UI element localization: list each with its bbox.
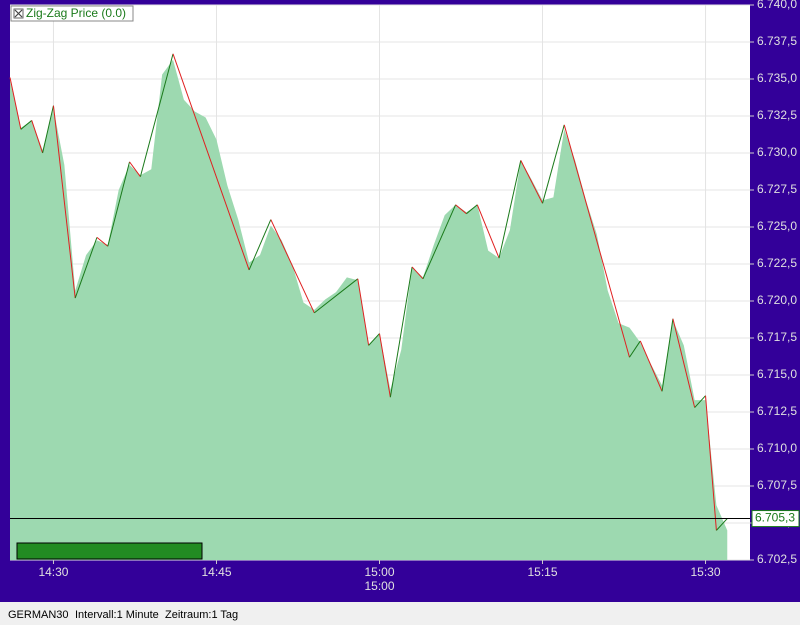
- x-tick-sublabel: 15:00: [364, 579, 394, 593]
- zigzag-segment: [74, 237, 98, 299]
- zigzag-segment: [542, 124, 565, 204]
- status-bar: [0, 602, 800, 625]
- y-tick-label: 6.712,5: [757, 404, 797, 418]
- zigzag-segment: [476, 204, 500, 259]
- y-tick-label: 6.707,5: [757, 478, 797, 492]
- zigzag-segment: [357, 278, 370, 346]
- price-area: [10, 59, 728, 560]
- x-tick-label: 15:15: [527, 565, 557, 579]
- zigzag-segment: [129, 161, 141, 177]
- zigzag-segment: [694, 395, 706, 408]
- zigzag-segment: [42, 105, 54, 154]
- zigzag-segment: [498, 160, 522, 259]
- zigzag-segment: [661, 318, 674, 392]
- zigzag-segment: [270, 219, 315, 314]
- y-tick-label: 6.702,5: [757, 552, 797, 566]
- zigzag-segment: [705, 395, 717, 531]
- legend-box: [10, 5, 134, 22]
- zigzag-segment: [379, 333, 391, 398]
- y-tick-label: 6.710,0: [757, 441, 797, 455]
- y-tick-label: 6.722,5: [757, 256, 797, 270]
- y-tick-label: 6.732,5: [757, 108, 797, 122]
- y-tick-label: 6.720,0: [757, 293, 797, 307]
- plot: [9, 4, 750, 561]
- zigzag-segment: [716, 518, 728, 531]
- footer-symbol: GERMAN30: [8, 609, 69, 621]
- y-tick-label: 6.735,0: [757, 71, 797, 85]
- y-tick-label: 6.740,0: [757, 0, 797, 11]
- y-tick-label: 6.727,5: [757, 182, 797, 196]
- zigzag-segment: [139, 53, 174, 177]
- footer-range: Zeitraum:1 Tag: [165, 609, 238, 621]
- footer-interval: Intervall:1 Minute: [75, 609, 159, 621]
- zigzag-segment: [9, 77, 22, 130]
- zigzag-segment: [672, 318, 696, 408]
- legend-text: Zig-Zag Price (0.0): [26, 6, 126, 20]
- zigzag-segment: [422, 204, 457, 280]
- zigzag-segment: [563, 124, 630, 358]
- last-price-label: 6.705,3: [755, 511, 795, 525]
- x-tick-label: 15:00: [364, 565, 394, 579]
- zigzag-segment: [20, 120, 33, 130]
- zigzag-segment: [389, 266, 413, 398]
- zigzag-segment: [313, 278, 359, 314]
- zigzag-segment: [107, 161, 131, 247]
- zigzag-segment: [466, 204, 478, 215]
- legend-check: [14, 9, 23, 18]
- y-tick-label: 6.715,0: [757, 367, 797, 381]
- x-tick-label: 14:45: [201, 565, 231, 579]
- x-tick-label: 14:30: [38, 565, 68, 579]
- zigzag-segment: [520, 160, 543, 204]
- zigzag-segment: [248, 219, 272, 271]
- zigzag-segment: [639, 340, 663, 392]
- zigzag-segment: [629, 340, 641, 358]
- zigzag-segment: [172, 53, 250, 271]
- y-tick-label: 6.737,5: [757, 34, 797, 48]
- zigzag-segment: [52, 105, 76, 299]
- zigzag-segment: [411, 266, 424, 280]
- last-price-box: [751, 510, 800, 528]
- y-tick-label: 6.730,0: [757, 145, 797, 159]
- zigzag-segment: [368, 333, 380, 346]
- zigzag-segment: [96, 236, 109, 247]
- x-tick-label: 15:30: [691, 565, 721, 579]
- progress-bar: [16, 542, 203, 560]
- zigzag-segment: [455, 204, 467, 215]
- zigzag-segment: [31, 120, 44, 154]
- y-tick-label: 6.717,5: [757, 330, 797, 344]
- y-tick-label: 6.725,0: [757, 219, 797, 233]
